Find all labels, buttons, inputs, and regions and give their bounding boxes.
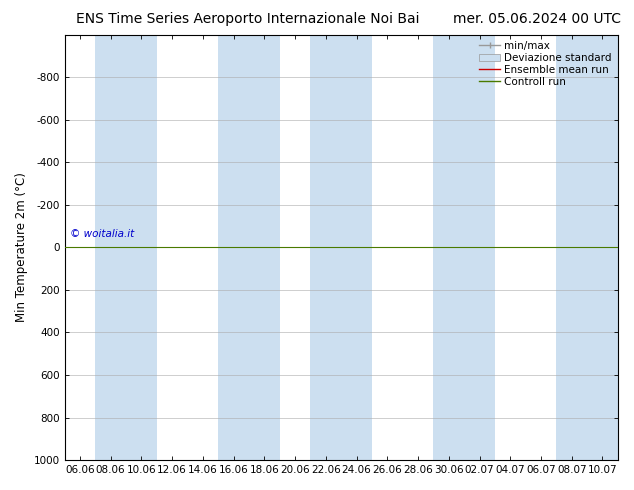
Text: © woitalia.it: © woitalia.it: [70, 229, 134, 239]
Text: mer. 05.06.2024 00 UTC: mer. 05.06.2024 00 UTC: [453, 12, 621, 26]
Bar: [218, 35, 280, 460]
Y-axis label: Min Temperature 2m (°C): Min Temperature 2m (°C): [15, 172, 28, 322]
Text: ENS Time Series Aeroporto Internazionale Noi Bai: ENS Time Series Aeroporto Internazionale…: [76, 12, 420, 26]
Bar: [434, 35, 495, 460]
Bar: [311, 35, 372, 460]
Bar: [557, 35, 618, 460]
Bar: [95, 35, 157, 460]
Legend: min/max, Deviazione standard, Ensemble mean run, Controll run: min/max, Deviazione standard, Ensemble m…: [475, 37, 616, 91]
